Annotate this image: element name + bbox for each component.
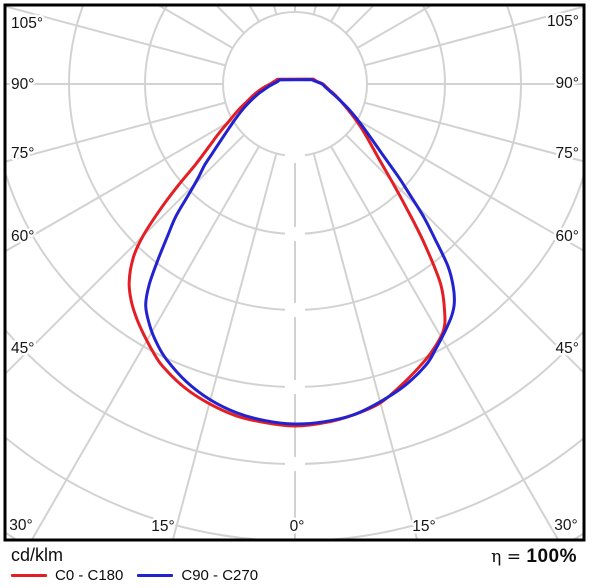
angle-tick-label: 0° [290,518,305,535]
angle-tick-label: 60° [556,228,579,245]
angle-tick-label: 15° [412,518,435,535]
legend-label-c90-c270: C90 - C270 [181,567,259,584]
legend-line-c90-c270-icon [137,574,174,577]
angle-spoke [172,153,278,539]
intensity-ring [222,11,368,157]
angle-spoke [356,119,583,252]
efficiency-prefix: η = [491,547,527,567]
angle-spoke [6,119,234,252]
angle-tick-label: 45° [11,340,34,357]
angle-spoke [31,145,260,539]
curve-c90-c270 [144,78,456,426]
angle-tick-labels: 105° 90° 75° 60° 45° 30° 15° 0° 15° 30° 45° 60° 75° 9… [7,11,582,538]
plot-border [3,3,586,542]
unit-label: cd/klm [11,545,64,565]
angle-tick-label: 15° [151,518,174,535]
angle-spoke [6,6,226,67]
legend-item-c90-c270: C90 - C270 [137,567,258,584]
angle-spoke [364,101,583,163]
angle-tick-label: 105° [547,13,579,30]
angle-tick-label: 90° [556,75,579,92]
angle-spoke [364,6,583,67]
angle-spoke [6,134,245,374]
angle-tick-label: 30° [9,517,32,534]
angle-spoke [6,101,226,163]
angle-spoke [312,153,418,539]
ring-label-gaps [285,149,305,471]
angle-spoke [345,134,583,373]
intensity-ring [6,172,583,388]
angle-tick-label: 90° [11,76,34,93]
angle-tick-label: 60° [11,228,34,245]
angle-tick-label: 75° [556,145,579,162]
angle-tick-label: 45° [556,340,579,357]
angle-tick-label: 30° [554,517,577,534]
efficiency-value: 100% [526,546,577,567]
angle-spoke [330,145,559,539]
legend-item-c0-c180: C0 - C180 [11,567,123,584]
angle-tick-label: 105° [11,15,43,32]
legend-line-c0-c180-icon [11,574,47,577]
legend-label-c0-c180: C0 - C180 [55,567,124,584]
efficiency-label: η = 100% [491,546,577,568]
angle-tick-label: 75° [11,145,34,162]
curve-c0-c180 [127,77,447,428]
legend: C0 - C180 C90 - C270 [11,567,258,584]
